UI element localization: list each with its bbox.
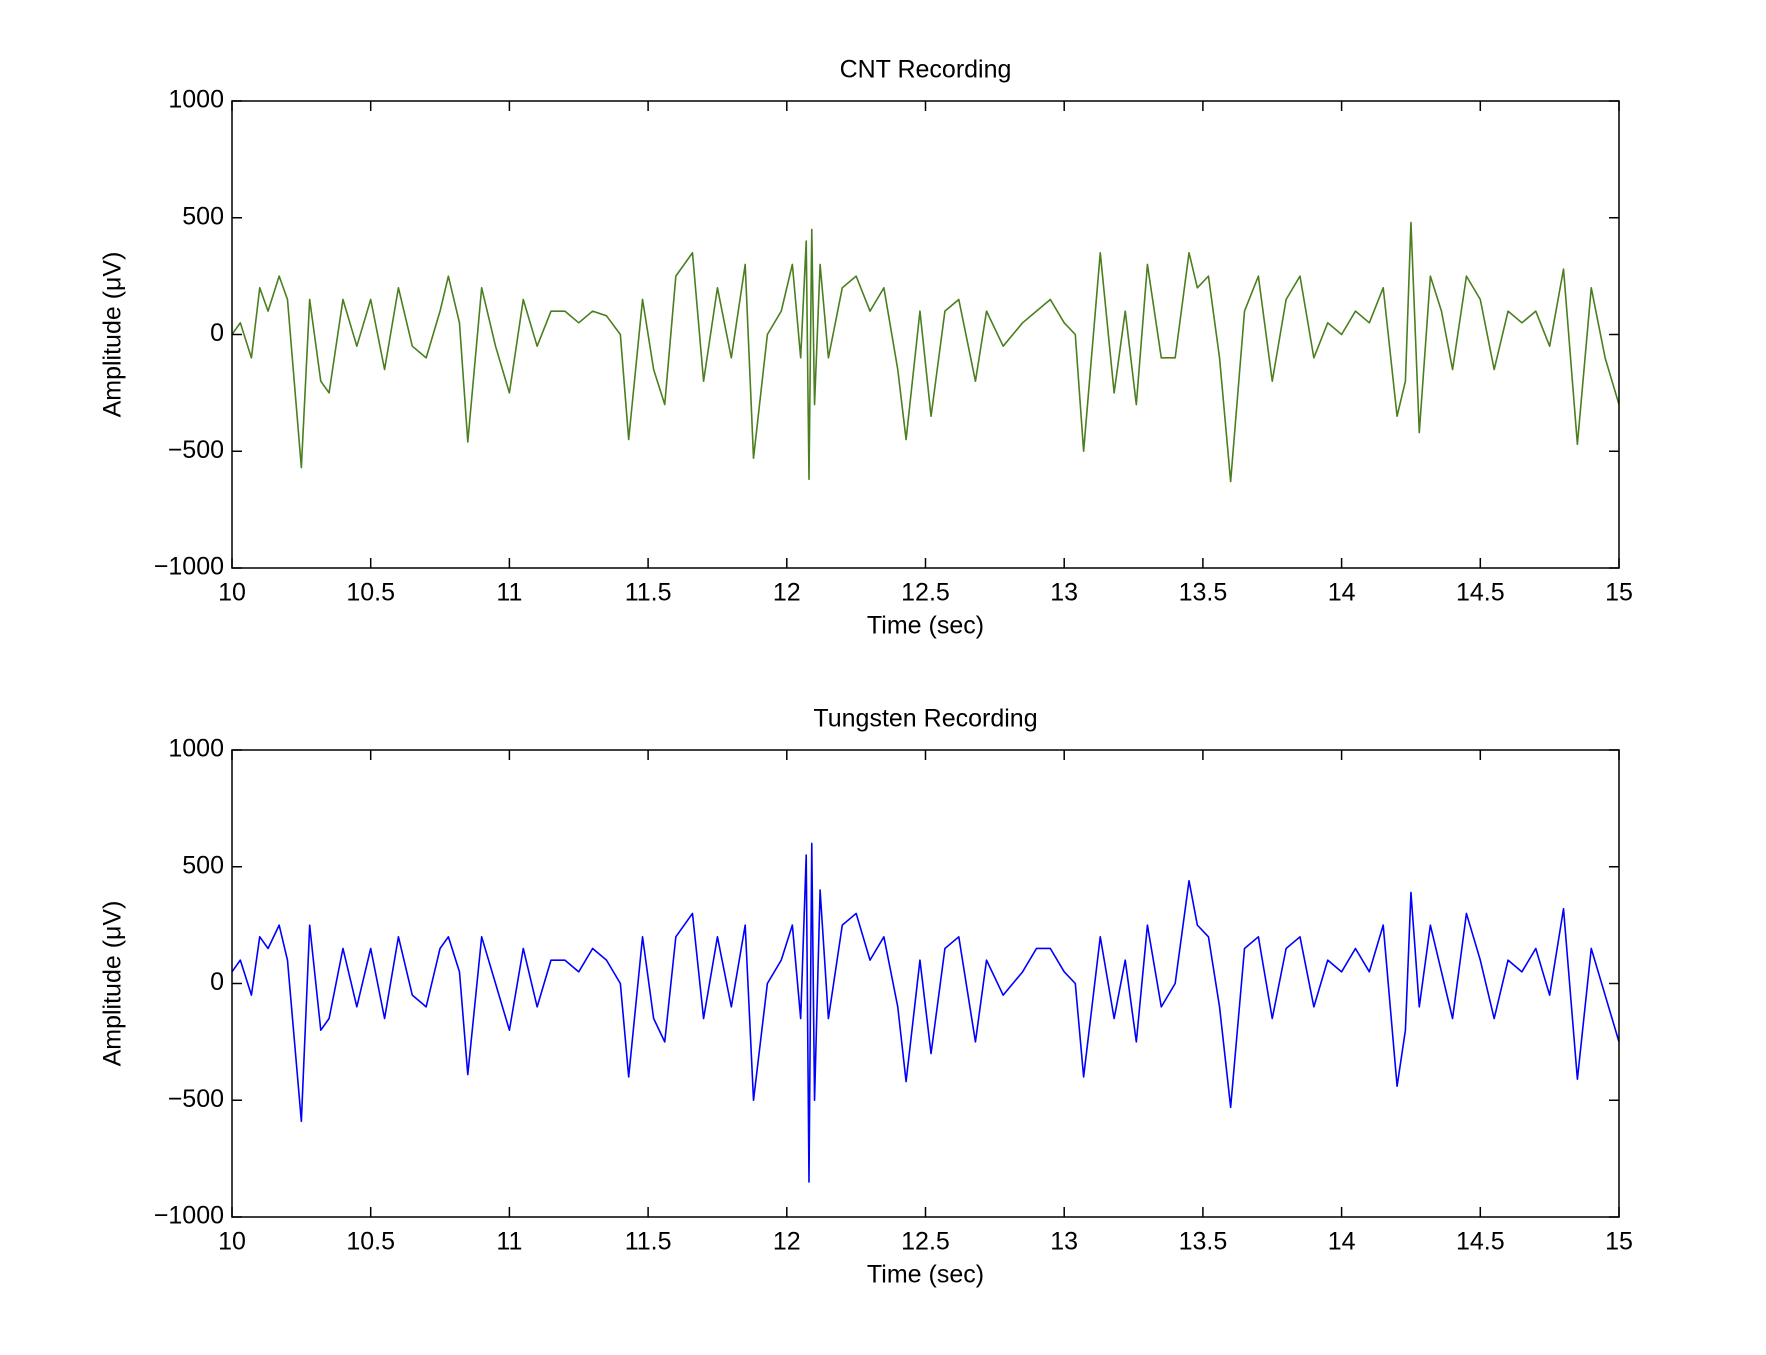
x-tick-label: 10 bbox=[218, 1228, 246, 1256]
x-tick-label: 11 bbox=[496, 579, 522, 607]
y-tick-label: −500 bbox=[168, 1085, 224, 1113]
y-tick-label: 500 bbox=[182, 851, 224, 879]
y-tick-label: −500 bbox=[168, 436, 224, 464]
x-tick-label: 15 bbox=[1605, 1228, 1633, 1256]
signal-line bbox=[231, 842, 1620, 1183]
x-tick-label: 11 bbox=[496, 1228, 522, 1256]
x-tick-label: 12.5 bbox=[901, 1228, 950, 1256]
x-tick-label: 11.5 bbox=[625, 579, 672, 607]
y-axis-label: Amplitude (μV) bbox=[99, 901, 127, 1067]
x-tick-label: 11.5 bbox=[625, 1228, 672, 1256]
x-tick-label: 12.5 bbox=[901, 579, 950, 607]
y-tick-label: 1000 bbox=[168, 735, 224, 763]
y-axis-label: Amplitude (μV) bbox=[99, 252, 127, 418]
y-tick-label: 500 bbox=[182, 202, 224, 230]
x-tick-label: 13 bbox=[1050, 579, 1078, 607]
x-tick-label: 12 bbox=[773, 1228, 801, 1256]
x-tick-label: 13 bbox=[1050, 1228, 1078, 1256]
x-tick-label: 14 bbox=[1328, 1228, 1356, 1256]
x-tick-label: 10.5 bbox=[346, 579, 395, 607]
x-tick-label: 10.5 bbox=[346, 1228, 395, 1256]
x-tick-label: 13.5 bbox=[1179, 579, 1228, 607]
y-tick-label: 1000 bbox=[168, 86, 224, 114]
x-tick-label: 12 bbox=[773, 579, 801, 607]
x-tick-label: 15 bbox=[1605, 579, 1633, 607]
x-tick-label: 14 bbox=[1328, 579, 1356, 607]
plot-frame bbox=[231, 100, 1620, 569]
x-tick-label: 14.5 bbox=[1456, 579, 1505, 607]
x-tick-label: 13.5 bbox=[1179, 1228, 1228, 1256]
x-tick-label: 14.5 bbox=[1456, 1228, 1505, 1256]
x-tick-label: 10 bbox=[218, 579, 246, 607]
y-tick-label: 0 bbox=[210, 968, 224, 996]
chart-title: CNT Recording bbox=[840, 56, 1012, 84]
chart-title: Tungsten Recording bbox=[813, 705, 1037, 733]
signal-line bbox=[231, 221, 1620, 483]
x-axis-label: Time (sec) bbox=[867, 612, 984, 640]
plot-frame bbox=[231, 749, 1620, 1218]
y-tick-label: 0 bbox=[210, 319, 224, 347]
y-tick-label: −1000 bbox=[154, 1202, 224, 1230]
x-axis-label: Time (sec) bbox=[867, 1261, 984, 1289]
y-tick-label: −1000 bbox=[154, 553, 224, 581]
